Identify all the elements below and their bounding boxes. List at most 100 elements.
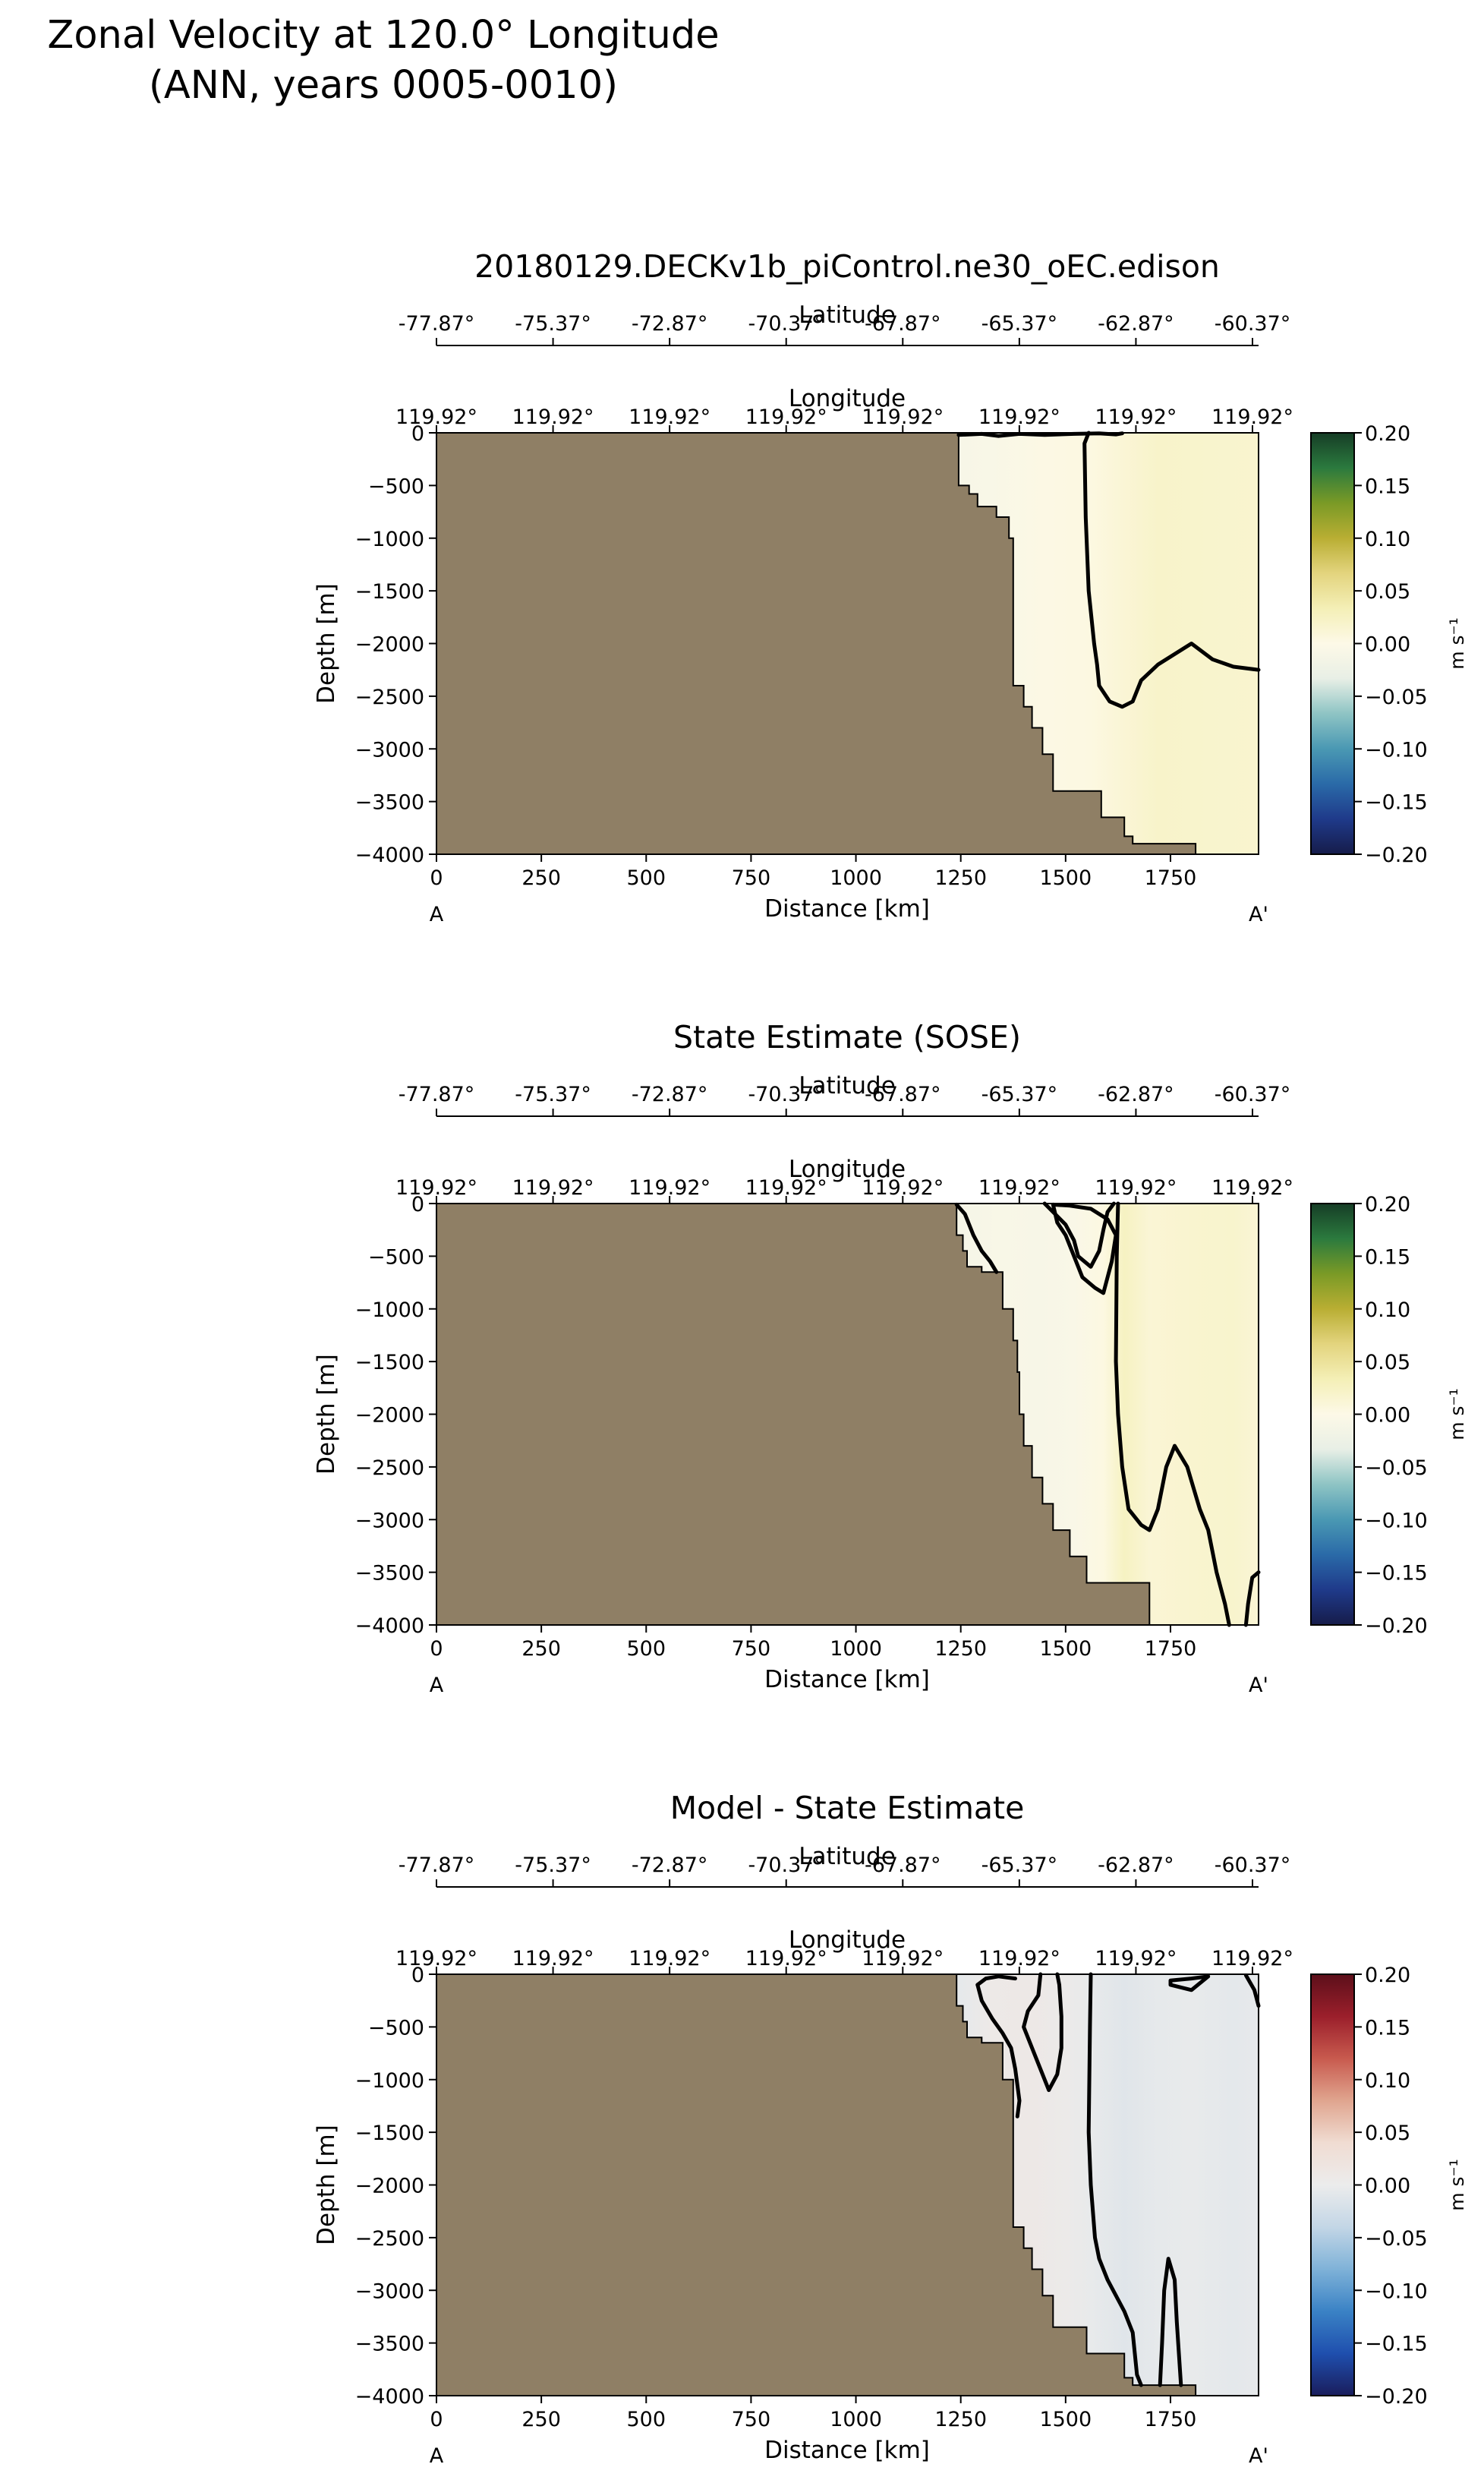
longitude-tick-label: 119.92°	[512, 405, 594, 429]
x-tick-label: 1500	[1039, 1637, 1092, 1661]
x-tick-label: 750	[732, 866, 771, 890]
y-tick-label: −500	[368, 1245, 424, 1269]
colorbar-tick-label: 0.15	[1365, 475, 1410, 498]
suptitle-line-1: Zonal Velocity at 120.0° Longitude	[47, 13, 720, 58]
x-axis-label: Distance [km]	[764, 2437, 930, 2464]
colorbar-tick-label: −0.05	[1365, 1456, 1428, 1480]
latitude-tick-label: -72.87°	[632, 1854, 708, 1877]
colorbar-tick-label: −0.05	[1365, 686, 1428, 709]
longitude-tick-label: 119.92°	[629, 405, 710, 429]
y-axis-label: Depth [m]	[313, 1354, 340, 1475]
longitude-tick-label: 119.92°	[745, 1947, 827, 1970]
latitude-tick-label: -72.87°	[632, 1083, 708, 1106]
longitude-tick-label: 119.92°	[395, 1176, 477, 1200]
zero-contour	[975, 1983, 1022, 2119]
panel-obs: State Estimate (SOSE) Latitude -77.87° -75.…	[313, 1019, 1468, 1697]
longitude-tick-label: 119.92°	[862, 1947, 944, 1970]
latitude-tick-label: -77.87°	[399, 1854, 475, 1877]
panel-title: Model - State Estimate	[670, 1790, 1025, 1826]
y-tick-label: −1500	[355, 2122, 424, 2145]
latitude-tick-label: -75.37°	[515, 1854, 591, 1877]
latitude-tick-label: -75.37°	[515, 1083, 591, 1106]
x-tick-label: 500	[627, 866, 666, 890]
section-end-label: A'	[1249, 2444, 1268, 2468]
x-axis-label: Distance [km]	[764, 1666, 930, 1693]
colorbar-tick-label: 0.00	[1365, 633, 1410, 657]
longitude-tick-label: 119.92°	[1095, 1176, 1177, 1200]
y-tick-label: −3500	[355, 1562, 424, 1585]
colorbar-tick-label: −0.15	[1365, 2333, 1428, 2356]
longitude-axis-label: Longitude	[789, 385, 906, 412]
y-tick-label: −1000	[355, 1298, 424, 1322]
latitude-axis-label: Latitude	[799, 1843, 896, 1870]
longitude-tick-label: 119.92°	[745, 1176, 827, 1200]
x-tick-label: 1250	[934, 866, 987, 890]
y-tick-label: −3000	[355, 738, 424, 762]
x-tick-label: 750	[732, 1637, 771, 1661]
x-tick-label: 1750	[1145, 866, 1197, 890]
x-tick-label: 1250	[934, 1637, 987, 1661]
x-tick-label: 1000	[830, 1637, 882, 1661]
y-tick-label: −2000	[355, 633, 424, 657]
longitude-tick-label: 119.92°	[395, 1947, 477, 1970]
zero-contour	[1042, 1201, 1116, 1269]
y-tick-label: −1500	[355, 580, 424, 604]
longitude-tick-label: 119.92°	[629, 1947, 710, 1970]
longitude-tick-label: 119.92°	[1095, 405, 1177, 429]
latitude-axis-label: Latitude	[799, 1072, 896, 1100]
colorbar-tick-label: −0.20	[1365, 844, 1428, 867]
y-tick-label: −1000	[355, 528, 424, 551]
colorbar-tick-label: −0.10	[1365, 1509, 1428, 1532]
y-tick-label: −4000	[355, 1614, 424, 1638]
x-tick-label: 1750	[1145, 1637, 1197, 1661]
x-tick-label: 250	[521, 1637, 561, 1661]
zero-contour	[1086, 1972, 1143, 2387]
x-tick-label: 750	[732, 2408, 771, 2431]
y-tick-label: −2500	[355, 2227, 424, 2251]
latitude-tick-label: -67.87°	[865, 312, 941, 336]
section-start-label: A	[430, 1674, 444, 1697]
zero-contour	[1051, 1202, 1118, 1295]
longitude-tick-label: 119.92°	[862, 405, 944, 429]
longitude-tick-label: 119.92°	[512, 1947, 594, 1970]
latitude-tick-label: -67.87°	[865, 1083, 941, 1106]
x-tick-label: 500	[627, 2408, 666, 2431]
colorbar-tick-label: 0.15	[1365, 1245, 1410, 1269]
colorbar-label: m s⁻¹	[1446, 617, 1468, 670]
x-tick-label: 250	[521, 2408, 561, 2431]
colorbar-tick-label: −0.20	[1365, 2385, 1428, 2409]
colorbar-tick-label: 0.10	[1365, 1298, 1410, 1322]
bathymetry-land	[436, 1973, 1197, 2396]
colorbar-tick-label: 0.05	[1365, 2122, 1410, 2145]
longitude-tick-label: 119.92°	[1211, 1176, 1293, 1200]
longitude-tick-label: 119.92°	[978, 1947, 1060, 1970]
latitude-tick-label: -60.37°	[1215, 1854, 1291, 1877]
y-tick-label: −2500	[355, 1456, 424, 1480]
section-start-label: A	[430, 903, 444, 926]
x-tick-label: 1750	[1145, 2408, 1197, 2431]
colorbar-label: m s⁻¹	[1446, 2159, 1468, 2211]
y-tick-label: −1000	[355, 2069, 424, 2093]
colorbar-tick-label: −0.10	[1365, 2280, 1428, 2303]
panel-title: State Estimate (SOSE)	[673, 1019, 1021, 1055]
x-tick-label: 500	[627, 1637, 666, 1661]
longitude-tick-label: 119.92°	[1095, 1947, 1177, 1970]
x-tick-label: 1250	[934, 2408, 987, 2431]
longitude-tick-label: 119.92°	[862, 1176, 944, 1200]
zero-contour	[1243, 1973, 1261, 2008]
colorbar-tick-label: 0.00	[1365, 2175, 1410, 2198]
colorbar-tick-label: 0.10	[1365, 2069, 1410, 2093]
x-tick-label: 0	[430, 1637, 443, 1661]
panel-title: 20180129.DECKv1b_piControl.ne30_oEC.edis…	[474, 248, 1220, 285]
colorbar	[1310, 432, 1355, 855]
colorbar-tick-label: 0.05	[1365, 580, 1410, 604]
y-tick-label: 0	[411, 1193, 424, 1216]
x-tick-label: 1000	[830, 2408, 882, 2431]
y-tick-label: −500	[368, 2016, 424, 2040]
x-axis-label: Distance [km]	[764, 895, 930, 923]
latitude-tick-label: -60.37°	[1215, 312, 1291, 336]
section-start-label: A	[430, 2444, 444, 2468]
y-tick-label: −4000	[355, 2385, 424, 2409]
